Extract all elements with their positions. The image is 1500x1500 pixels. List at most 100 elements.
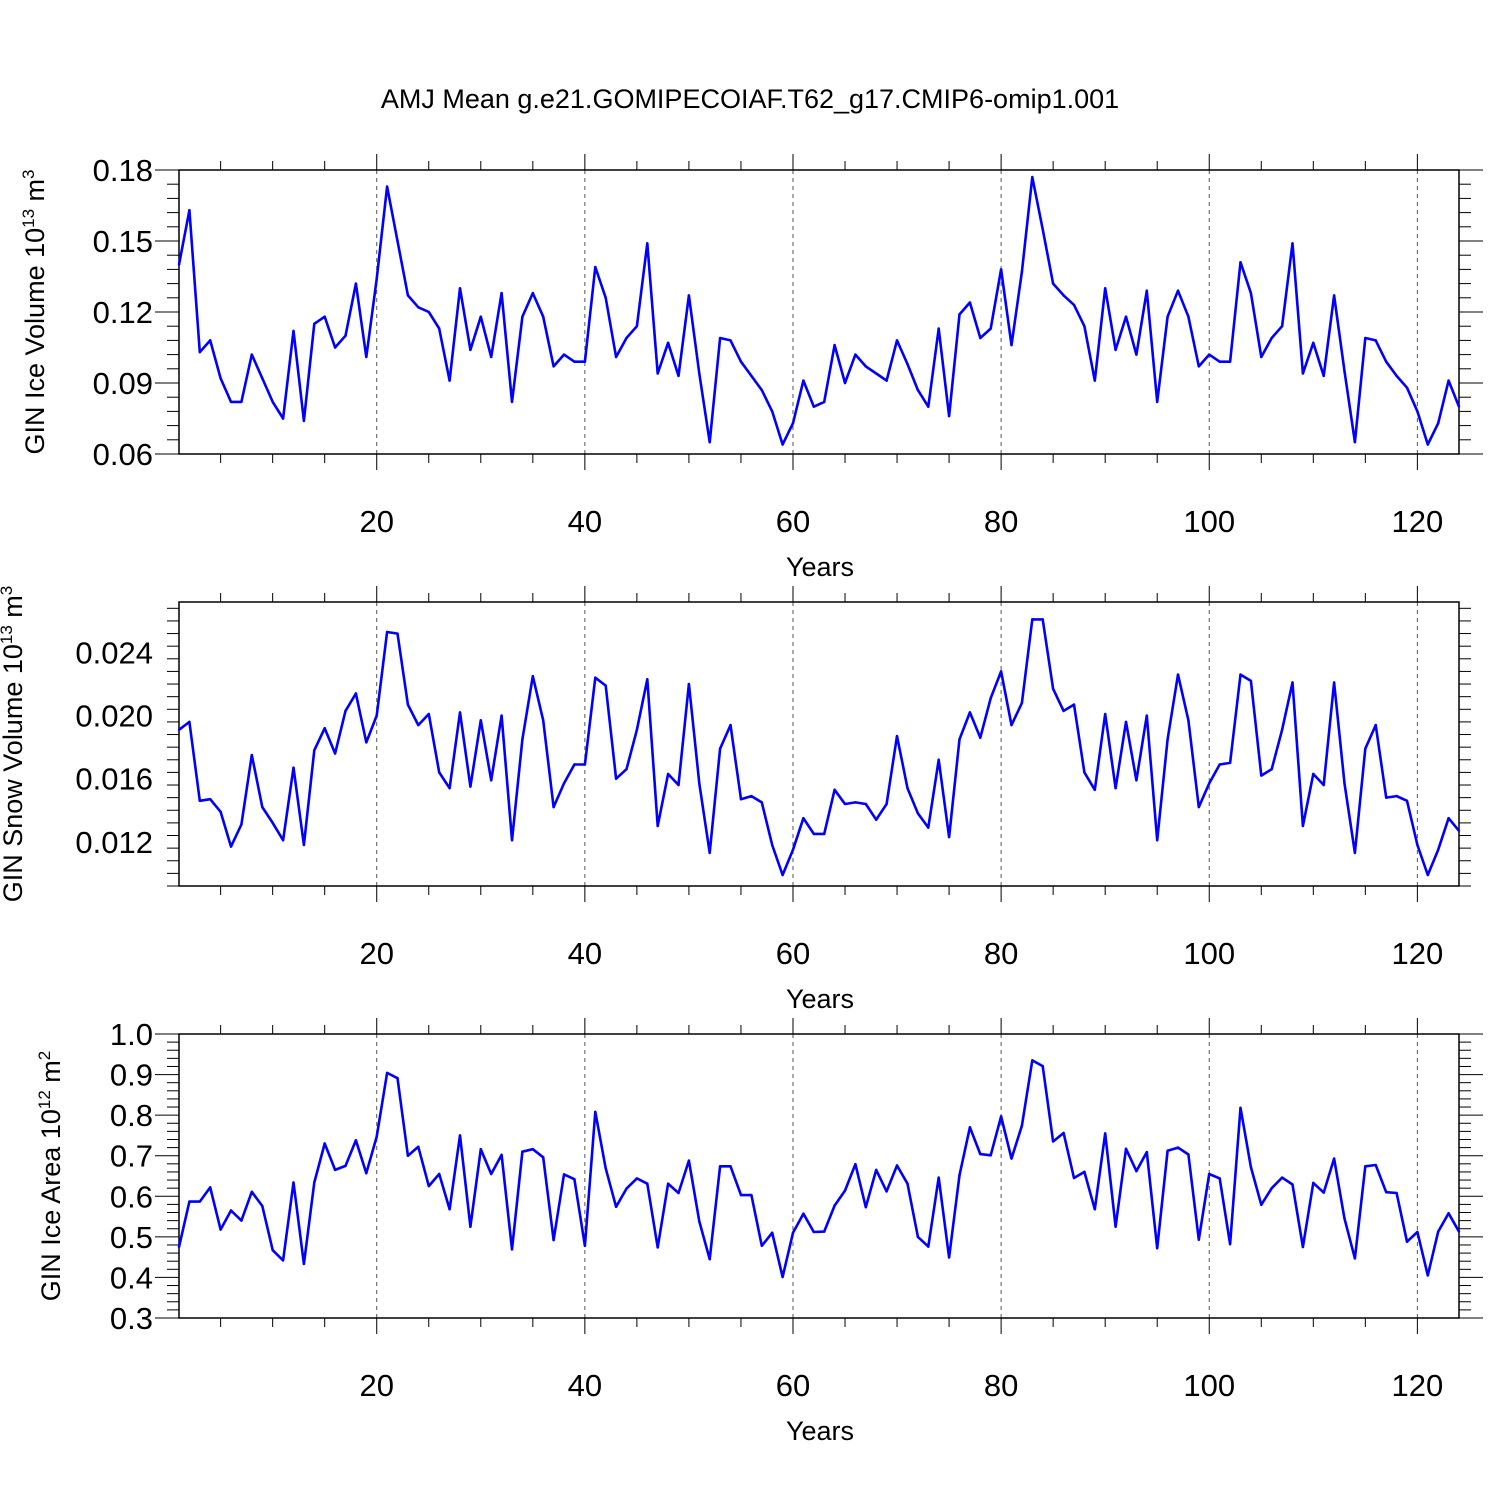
ice-volume-data-point [437, 327, 441, 330]
snow-volume-data-point [1135, 779, 1138, 782]
ice-area-data-point [1322, 1191, 1325, 1194]
ice-area-data-point [583, 1244, 587, 1247]
ice-volume-data-point [271, 400, 274, 404]
ice-area-data-point [323, 1142, 326, 1145]
ice-area-data-point [823, 1230, 826, 1233]
ice-volume-y-tick-label: 0.15 [93, 224, 153, 259]
ice-volume-data-point [1332, 294, 1336, 297]
ice-area-data-point [177, 1245, 181, 1249]
ice-area-data-point [219, 1228, 222, 1231]
ice-area-data-point [1010, 1157, 1013, 1160]
ice-volume-data-point [479, 315, 482, 318]
ice-volume-data-point [1218, 360, 1221, 363]
snow-volume-data-point [989, 697, 992, 700]
snow-volume-data-point [198, 799, 202, 802]
snow-volume-data-point [469, 785, 472, 788]
snow-volume-data-point [375, 714, 378, 717]
snow-volume-data-point [1166, 738, 1169, 741]
ice-volume-data-point [510, 400, 514, 404]
ice-volume-data-point [937, 327, 940, 330]
snow-volume-data-point [895, 734, 899, 738]
ice-volume-y-tick-label: 0.18 [93, 153, 153, 188]
snow-volume-data-point [750, 794, 753, 798]
snow-volume-data-point [1291, 681, 1294, 684]
ice-volume-data-point [583, 360, 587, 363]
ice-volume-data-point [1395, 374, 1398, 378]
ice-volume-data-point [1301, 372, 1305, 375]
ice-volume-data-point [770, 410, 774, 413]
snow-volume-data-point [209, 798, 212, 801]
ice-volume-data-point [895, 339, 899, 342]
snow-volume-data-point [1228, 761, 1232, 765]
ice-volume-data-point [458, 287, 462, 290]
snow-volume-data-point [1353, 851, 1357, 855]
ice-volume-data-point [1051, 282, 1055, 285]
snow-volume-data-point [333, 752, 337, 755]
snow-volume-data-point [583, 763, 587, 766]
ice-area-data-point [843, 1189, 847, 1192]
ice-area-data-point [1020, 1124, 1024, 1127]
ice-area-data-point [979, 1152, 982, 1156]
ice-area-data-point [354, 1139, 358, 1142]
ice-volume-data-point [1457, 405, 1461, 408]
ice-area-data-point [552, 1238, 555, 1242]
ice-area-data-point [1124, 1147, 1128, 1151]
snow-volume-data-point [542, 719, 545, 722]
ice-area-data-point [1208, 1172, 1211, 1176]
snow-volume-data-point [1114, 786, 1117, 790]
snow-volume-data-point [1093, 788, 1096, 791]
snow-volume-data-point [604, 684, 607, 687]
snow-volume-data-point [479, 719, 482, 722]
ice-volume-data-point [1364, 336, 1367, 340]
snow-volume-data-point [906, 786, 909, 790]
snow-volume-data-point [1374, 723, 1377, 727]
ice-volume-y-axis-label: GIN Ice Volume 1013 m3 [19, 169, 50, 454]
ice-volume-data-point [1145, 289, 1149, 292]
ice-area-data-point [1249, 1165, 1253, 1169]
snow-volume-data-point [344, 709, 347, 713]
snow-volume-data-point [1332, 681, 1336, 684]
snow-volume-data-point [510, 839, 514, 842]
ice-volume-data-point [1280, 325, 1284, 328]
ice-area-data-point [594, 1110, 597, 1114]
ice-area-data-point [209, 1186, 212, 1189]
snow-volume-data-point [947, 835, 951, 839]
snow-volume-data-point [302, 843, 306, 847]
snow-volume-y-label-base: GIN Snow Volume 10 [0, 644, 28, 902]
snow-volume-data-point [500, 714, 503, 717]
ice-volume-data-point [396, 239, 399, 243]
ice-area-y-tick-label: 0.8 [110, 1098, 153, 1133]
snow-volume-data-point [552, 805, 555, 809]
ice-volume-data-point [1312, 341, 1315, 344]
snow-volume-data-point [313, 749, 316, 752]
ice-area-data-point [344, 1164, 347, 1168]
snow-volume-data-point [396, 632, 399, 635]
ice-volume-data-point [198, 351, 202, 354]
ice-area-data-point [188, 1200, 191, 1203]
snow-volume-data-point [1301, 824, 1305, 828]
snow-volume-y-axis-label: GIN Snow Volume 1013 m3 [0, 586, 28, 903]
ice-volume-data-point [552, 365, 555, 368]
ice-area-data-point [521, 1150, 524, 1153]
ice-area-data-point [333, 1168, 337, 1172]
ice-area-data-point [885, 1190, 888, 1193]
snow-volume-data-point [729, 723, 732, 727]
ice-volume-data-point [1291, 242, 1294, 245]
ice-area-data-point [1051, 1140, 1055, 1143]
ice-volume-data-point [1374, 339, 1377, 342]
ice-volume-data-point [1031, 175, 1034, 179]
snow-volume-data-point [1031, 618, 1034, 621]
ice-volume-data-point [875, 372, 878, 375]
ice-volume-data-point [1114, 348, 1117, 352]
ice-volume-data-point [843, 381, 847, 385]
ice-volume-data-point [573, 360, 576, 363]
ice-volume-data-point [708, 440, 711, 444]
snow-volume-data-point [531, 674, 535, 678]
ice-volume-data-point [427, 310, 430, 314]
ice-volume-data-point [739, 360, 743, 363]
ice-area-data-point [781, 1275, 784, 1279]
ice-area-data-point [1364, 1165, 1367, 1168]
snow-volume-data-point [885, 802, 888, 806]
ice-volume-data-point [177, 263, 181, 266]
snow-volume-data-point [1343, 782, 1346, 785]
